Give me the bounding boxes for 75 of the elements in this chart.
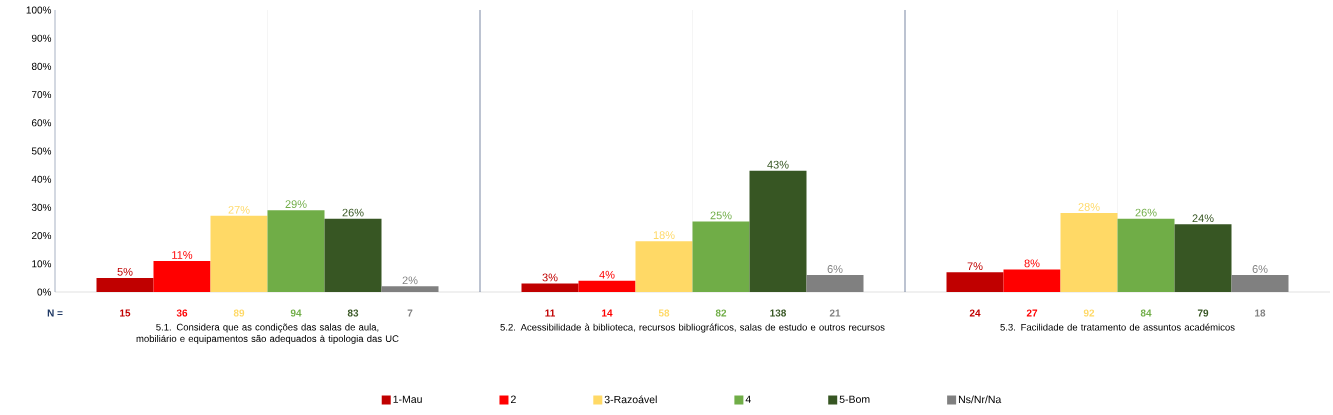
data-label: 43%	[767, 160, 789, 169]
bar	[1231, 275, 1289, 292]
text: 24	[969, 309, 981, 317]
y-tick-label: 0%	[37, 288, 52, 296]
bar	[1117, 218, 1175, 292]
x-tick-label: 5.2. Acessibilidade à biblioteca, recursos bibliográficos, salas de estudo e outros recursos	[500, 323, 885, 333]
legend-label: 3-Razoável	[604, 395, 657, 404]
bar	[153, 260, 211, 292]
text: 36	[176, 309, 188, 317]
y-tick-label: 30%	[31, 203, 52, 211]
y-tick-label: 20%	[31, 232, 52, 240]
legend-label: 2	[510, 395, 516, 403]
data-label: 28%	[1078, 203, 1100, 211]
text: N =	[47, 309, 63, 317]
bar	[210, 215, 268, 292]
data-label: 25%	[710, 211, 732, 220]
text: 89	[233, 309, 245, 317]
data-label: 8%	[1024, 259, 1040, 268]
bar	[946, 272, 1004, 292]
bar	[381, 286, 439, 292]
y-tick-label: 10%	[32, 260, 52, 268]
y-tick-label: 50%	[31, 147, 52, 155]
data-label: 26%	[1135, 208, 1157, 217]
bar	[1060, 213, 1118, 292]
data-label: 6%	[1252, 265, 1268, 273]
bar	[267, 210, 325, 292]
text: 82	[715, 309, 727, 317]
text: 83	[347, 309, 359, 317]
data-label: 2%	[402, 276, 418, 285]
legend-label: 5-Bom	[839, 395, 870, 403]
legend-label: 1-Mau	[393, 395, 422, 403]
x-tick-label: 5.1. Considera que as condições das salas de aula, mobiliário e equipamentos são adequados à tipologia das UC	[136, 323, 399, 344]
text: 7	[407, 309, 413, 317]
bar	[692, 221, 750, 292]
y-tick-label: 100%	[26, 6, 52, 14]
data-label: 11%	[172, 251, 193, 259]
y-tick-label: 70%	[31, 91, 52, 99]
text: 15	[120, 309, 131, 317]
text: 84	[1140, 309, 1152, 317]
data-label: 18%	[653, 231, 675, 240]
data-label: 6%	[827, 265, 843, 273]
bar	[635, 241, 693, 292]
data-label: 3%	[542, 273, 558, 282]
legend-label: Ns/Nr/Na	[958, 395, 1002, 404]
text: 27	[1026, 309, 1038, 317]
bar	[324, 218, 382, 292]
y-tick-label: 90%	[31, 34, 52, 42]
text: 94	[290, 309, 302, 317]
bar	[578, 280, 636, 292]
data-label: 27%	[228, 205, 250, 214]
legend-label: 4	[745, 395, 751, 403]
data-label: 29%	[285, 200, 307, 209]
text: 79	[1197, 309, 1209, 317]
text: 58	[658, 309, 670, 317]
text: 18	[1255, 309, 1266, 317]
data-label: 5%	[117, 267, 133, 276]
bar	[806, 275, 864, 292]
bar	[1174, 224, 1232, 292]
bar	[749, 170, 807, 292]
data-label: 26%	[342, 208, 364, 217]
data-label: 7%	[967, 262, 983, 271]
text: 138	[770, 309, 787, 317]
bar	[1003, 269, 1061, 292]
text: 14	[602, 309, 613, 317]
y-tick-label: 40%	[31, 175, 52, 183]
text: 11	[545, 309, 556, 317]
bar	[521, 283, 579, 292]
data-label: 24%	[1192, 214, 1214, 223]
y-tick-label: 60%	[31, 119, 52, 127]
data-label: 4%	[599, 270, 615, 279]
text: 21	[829, 309, 841, 317]
x-tick-label: 5.3. Facilidade de tratamento de assuntos académicos	[1000, 323, 1235, 331]
text: 92	[1083, 309, 1095, 317]
bar	[96, 277, 154, 292]
y-tick-label: 80%	[31, 62, 52, 70]
